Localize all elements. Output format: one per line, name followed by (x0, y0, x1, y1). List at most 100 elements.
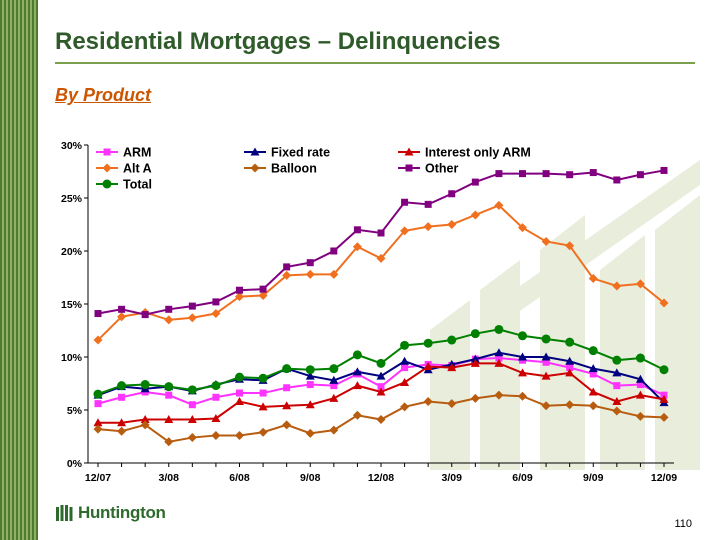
data-point-alt-a (659, 298, 669, 308)
data-point-other (613, 176, 621, 184)
data-point-arm (259, 389, 267, 397)
data-point-alt-a (329, 269, 339, 279)
legend-label-alt-a: Alt A (123, 162, 152, 176)
x-tick-label: 3/09 (442, 472, 463, 484)
data-point-other (471, 178, 479, 186)
x-tick-label: 9/08 (300, 472, 321, 484)
data-point-total (282, 364, 292, 374)
data-point-total (612, 355, 622, 365)
data-point-other (401, 198, 409, 206)
data-point-interest-only-arm (588, 387, 598, 396)
data-point-total (518, 331, 527, 341)
data-point-other (141, 311, 149, 319)
legend-marker-fixed-rate (250, 147, 260, 156)
data-point-interest-only-arm (329, 393, 339, 402)
data-point-arm (566, 364, 574, 372)
data-point-interest-only-arm (211, 413, 221, 422)
y-tick-label: 20% (61, 246, 83, 258)
series-total (93, 324, 669, 399)
data-point-interest-only-arm (258, 402, 268, 411)
data-point-arm (283, 384, 291, 392)
logo-wordmark: Huntington (78, 503, 166, 522)
data-point-total (305, 365, 315, 375)
data-point-total (565, 337, 575, 347)
data-point-other (165, 305, 173, 313)
data-point-arm (118, 393, 126, 401)
data-point-interest-only-arm (140, 415, 150, 424)
x-tick-label: 6/09 (512, 472, 533, 484)
data-point-total (588, 346, 598, 356)
data-point-arm (613, 382, 621, 390)
data-point-arm (306, 381, 314, 389)
data-point-total (164, 382, 174, 392)
data-point-alt-a (588, 274, 598, 284)
data-point-alt-a (305, 269, 315, 279)
legend-item-balloon: Balloon (244, 162, 317, 176)
legend-label-balloon: Balloon (271, 162, 317, 176)
y-tick-label: 10% (61, 352, 83, 364)
legend-item-alt-a: Alt A (96, 162, 152, 176)
x-tick-label: 9/09 (583, 472, 604, 484)
data-point-balloon (305, 428, 315, 438)
data-point-balloon (282, 420, 292, 430)
data-point-alt-a (235, 292, 244, 302)
data-point-fixed-rate (494, 348, 504, 357)
data-point-arm (212, 393, 220, 401)
series-other (94, 166, 668, 319)
legend-label-arm: ARM (123, 146, 151, 160)
data-point-other (542, 170, 550, 178)
data-point-other (424, 200, 432, 208)
data-point-balloon (659, 412, 669, 422)
data-point-alt-a (117, 312, 127, 322)
data-point-balloon (187, 433, 197, 443)
data-point-other (519, 170, 526, 178)
data-point-interest-only-arm (447, 363, 457, 372)
data-point-alt-a (164, 315, 174, 325)
data-point-other (306, 259, 314, 267)
series-balloon (93, 390, 669, 447)
y-tick-label: 15% (61, 299, 83, 311)
series-interest-only-arm (93, 358, 669, 427)
legend-marker-arm (103, 148, 111, 156)
data-point-balloon (494, 390, 504, 400)
data-point-interest-only-arm (117, 418, 127, 427)
data-point-arm (636, 381, 644, 389)
data-point-interest-only-arm (376, 387, 386, 396)
chart-axes: 0% 5% 10% 15% 20% 25% 30% 12/07 3/08 6/08 9/08 12/0… (61, 140, 677, 484)
data-point-total (235, 372, 244, 382)
data-point-total (376, 358, 386, 368)
data-point-alt-a (565, 241, 575, 251)
data-point-balloon (258, 427, 268, 437)
data-point-alt-a (187, 313, 197, 323)
data-point-interest-only-arm (635, 390, 645, 399)
data-point-total (117, 381, 127, 391)
data-point-interest-only-arm (352, 381, 362, 390)
page-number: 110 (674, 518, 692, 530)
legend-marker-interest-only-arm (404, 147, 414, 156)
data-point-fixed-rate (329, 375, 339, 384)
slide-subtitle: By Product (55, 85, 152, 105)
data-point-fixed-rate (470, 354, 480, 363)
data-point-alt-a (258, 291, 268, 301)
data-point-balloon (329, 425, 339, 435)
data-point-alt-a (470, 210, 480, 220)
series-line-other (97, 169, 665, 316)
data-point-balloon (352, 410, 362, 420)
data-point-interest-only-arm (423, 362, 433, 371)
data-point-other (448, 190, 456, 198)
data-point-total (423, 338, 433, 348)
data-point-total (258, 373, 268, 383)
x-tick-label: 12/08 (368, 472, 394, 484)
data-point-interest-only-arm (541, 371, 551, 380)
y-tick-label: 25% (61, 193, 83, 205)
data-point-arm (165, 391, 173, 399)
data-point-arm (330, 382, 338, 390)
data-point-fixed-rate (565, 356, 575, 365)
data-point-balloon (376, 415, 386, 425)
data-point-other (259, 285, 267, 293)
data-point-balloon (565, 400, 575, 410)
data-point-fixed-rate (305, 371, 315, 380)
data-point-other (283, 263, 291, 271)
data-point-arm (401, 364, 409, 372)
